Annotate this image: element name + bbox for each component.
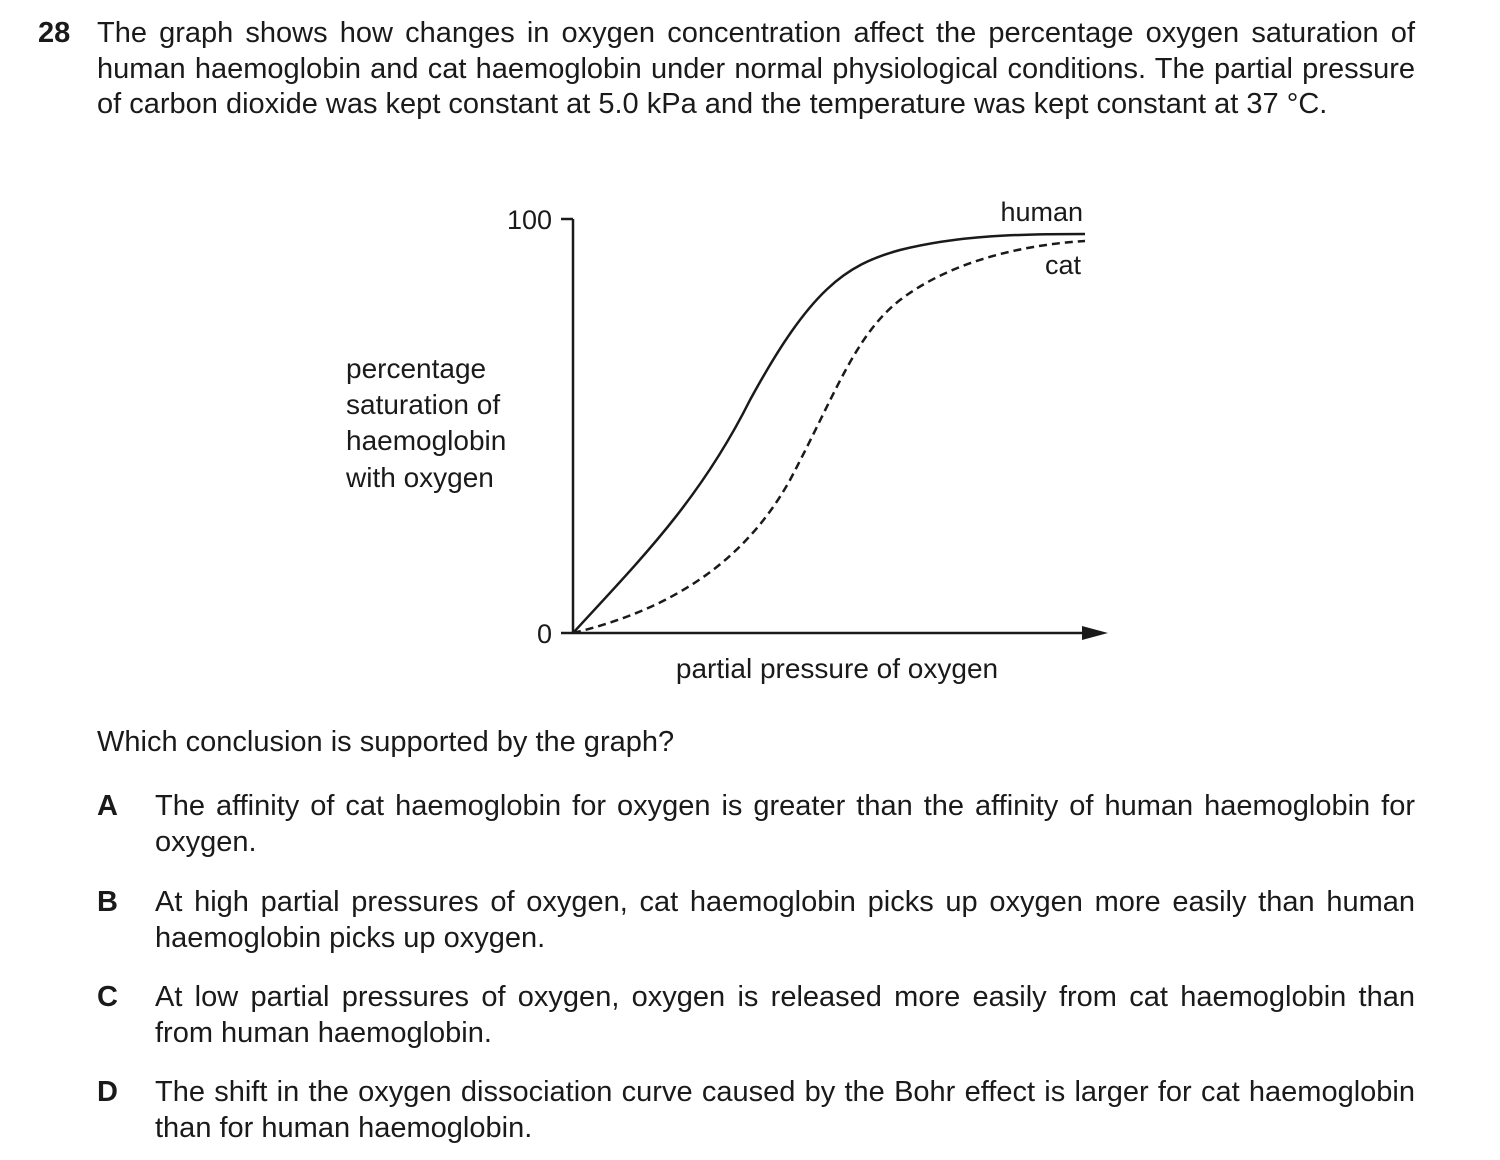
oxygen-dissociation-graph: 100 0 percentage saturation of haemoglob… [345, 197, 1108, 684]
y-axis-label-line: haemoglobin [346, 425, 506, 456]
series-label-cat: cat [1045, 250, 1082, 280]
option-text: The affinity of cat haemoglobin for oxyg… [155, 790, 1415, 858]
question-number: 28 [38, 17, 71, 49]
question-prompt: Which conclusion is supported by the gra… [97, 726, 675, 758]
cat-curve [572, 239, 1086, 635]
y-axis-label: percentage saturation of haemoglobin wit… [345, 353, 514, 493]
y-tick-label-100: 100 [507, 205, 552, 235]
question-stem: The graph shows how changes in oxygen co… [97, 17, 1415, 120]
option-text: At low partial pressures of oxygen, oxyg… [155, 981, 1415, 1049]
y-tick-label-0: 0 [537, 619, 552, 649]
y-axis-label-line: percentage [346, 353, 486, 384]
y-axis-label-line: with oxygen [345, 462, 494, 493]
x-axis-arrowhead [1082, 626, 1108, 640]
option-text: At high partial pressures of oxygen, cat… [155, 886, 1415, 954]
option-letter: C [97, 981, 118, 1013]
option-letter: A [97, 790, 118, 822]
series-label-human: human [1000, 197, 1083, 227]
option-letter: B [97, 886, 118, 918]
x-axis-label: partial pressure of oxygen [676, 653, 998, 684]
human-curve [572, 232, 1086, 634]
y-axis-label-line: saturation of [346, 389, 500, 420]
option-letter: D [97, 1076, 118, 1108]
option-text: The shift in the oxygen dissociation cur… [155, 1076, 1415, 1144]
